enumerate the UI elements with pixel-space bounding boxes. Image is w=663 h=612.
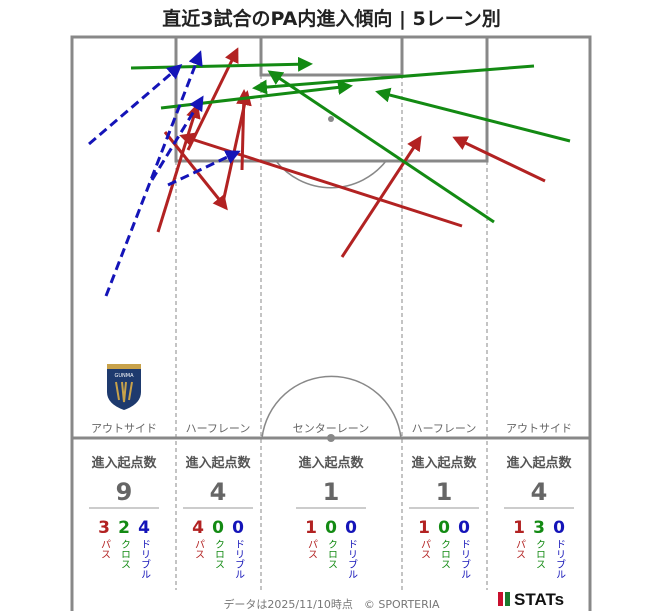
stats-brand: STATs <box>498 590 564 610</box>
dribble-label: ドリブル <box>139 539 151 579</box>
penalty-spot <box>328 116 334 122</box>
lane-label-2: ハーフレーン <box>186 422 251 435</box>
cross-arrow <box>375 87 571 143</box>
pass-label: パス <box>306 539 318 559</box>
entry-count-header: 進入起点数 <box>298 455 364 471</box>
dribble-arrow <box>88 64 183 146</box>
pass-label: パス <box>193 539 205 559</box>
pass-arrow <box>452 136 546 183</box>
dribble-count: 0 <box>232 518 244 538</box>
entry-count-header: 進入起点数 <box>506 455 572 471</box>
entry-count-header: 進入起点数 <box>91 455 157 471</box>
brand-mark-red <box>498 592 503 606</box>
cross-label: クロス <box>119 539 130 569</box>
cross-count: 2 <box>118 518 130 538</box>
pass-arrow <box>236 89 252 171</box>
cross-label: クロス <box>326 539 337 569</box>
entry-total: 4 <box>531 478 548 506</box>
cross-count: 0 <box>325 518 337 538</box>
dribble-count: 0 <box>345 518 357 538</box>
cross-label: クロス <box>213 539 224 569</box>
pass-count: 3 <box>98 518 110 538</box>
dribble-label: ドリブル <box>459 539 471 579</box>
crest-text: GUNMA <box>114 373 134 379</box>
cross-count: 3 <box>533 518 545 538</box>
cross-count: 0 <box>212 518 224 538</box>
dribble-count: 4 <box>138 518 150 538</box>
pass-label: パス <box>514 539 526 559</box>
footer-note: データは2025/11/10時点 © SPORTERIA <box>223 598 440 611</box>
entry-total: 4 <box>210 478 227 506</box>
dribble-count: 0 <box>553 518 565 538</box>
penalty-arc <box>275 160 387 189</box>
cross-arrow <box>130 56 313 72</box>
pass-label: パス <box>419 539 431 559</box>
pass-arrow <box>156 103 201 233</box>
pass-label: パス <box>99 539 111 559</box>
center-circle <box>261 375 402 439</box>
entry-total: 1 <box>436 478 453 506</box>
dribble-label: ドリブル <box>233 539 245 579</box>
goal-area <box>259 35 404 77</box>
dribble-arrow <box>104 50 203 297</box>
entry-arrows <box>88 47 571 297</box>
entry-total: 1 <box>323 478 340 506</box>
dribble-count: 0 <box>458 518 470 538</box>
penalty-area <box>174 35 489 163</box>
dribble-label: ドリブル <box>346 539 358 579</box>
entry-total: 9 <box>116 478 133 506</box>
lane-label-5: アウトサイド <box>506 422 572 435</box>
lane-stats: 進入起点数93パス2クロス4ドリブル進入起点数44パス0クロス0ドリブル進入起点… <box>89 455 574 579</box>
pass-arrow <box>340 135 422 258</box>
cross-count: 0 <box>438 518 450 538</box>
pass-count: 1 <box>305 518 317 538</box>
lane-label-3: センターレーン <box>293 422 369 435</box>
brand-mark-green <box>505 592 510 606</box>
chart-title: 直近3試合のPA内進入傾向 | 5レーン別 <box>162 8 501 30</box>
brand-text: STATs <box>514 590 565 609</box>
cross-arrow <box>267 70 495 224</box>
lane-label-4: ハーフレーン <box>412 422 477 435</box>
lane-label-1: アウトサイド <box>91 422 157 435</box>
gunma-crest-icon: GUNMA <box>107 364 141 410</box>
entry-count-header: 進入起点数 <box>185 455 251 471</box>
dribble-label: ドリブル <box>554 539 566 579</box>
cross-label: クロス <box>534 539 545 569</box>
pass-arrow <box>179 132 463 228</box>
dribble-arrow <box>150 95 204 181</box>
center-spot <box>327 434 335 442</box>
cross-label: クロス <box>439 539 450 569</box>
cross-arrow <box>252 64 535 95</box>
dribble-arrow <box>167 150 241 187</box>
pass-count: 4 <box>192 518 204 538</box>
entry-count-header: 進入起点数 <box>411 455 477 471</box>
pass-count: 1 <box>513 518 525 538</box>
lane-labels: アウトサイド ハーフレーン センターレーン ハーフレーン アウトサイド <box>91 422 572 435</box>
pass-count: 1 <box>418 518 430 538</box>
